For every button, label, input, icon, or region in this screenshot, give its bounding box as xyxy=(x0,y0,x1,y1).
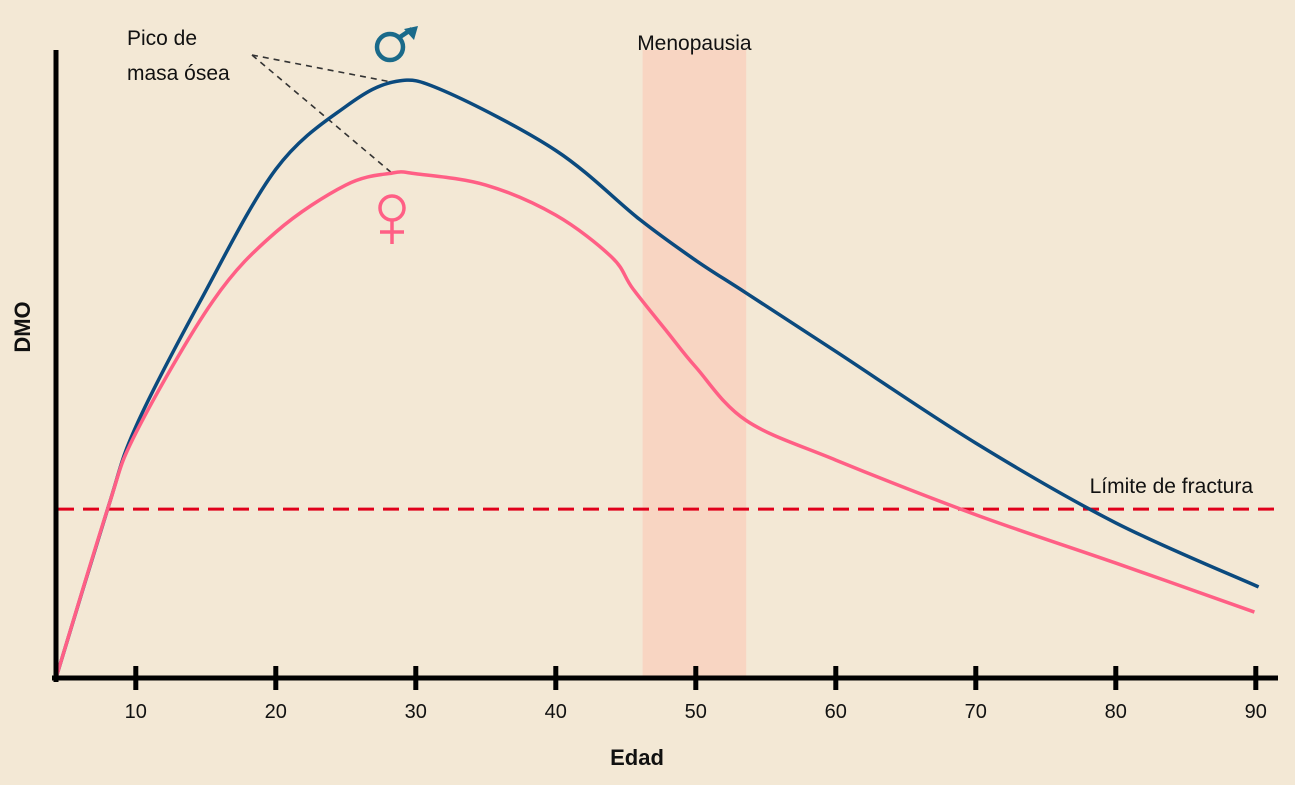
x-tick-label: 30 xyxy=(405,701,427,723)
series-male-line xyxy=(54,78,1260,679)
female-symbol-icon xyxy=(378,194,406,244)
menopause-label: Menopausia xyxy=(637,32,752,55)
annotation-line-male xyxy=(251,54,389,83)
fracture-limit-label: Límite de fractura xyxy=(1090,475,1254,498)
male-symbol-icon xyxy=(374,26,418,63)
annotation-text-line1: Pico de xyxy=(127,27,197,50)
x-tick-label: 90 xyxy=(1245,701,1267,723)
x-tick-label: 60 xyxy=(825,701,847,723)
x-tick-label: 80 xyxy=(1105,701,1127,723)
x-tick-label: 40 xyxy=(545,701,567,723)
annotation-line-female xyxy=(251,54,393,174)
y-axis-label: DMO xyxy=(10,301,35,352)
x-tick-label: 20 xyxy=(265,701,287,723)
x-axis-label: Edad xyxy=(610,745,664,770)
annotation-text-line2: masa ósea xyxy=(127,62,230,85)
x-tick-label: 70 xyxy=(965,701,987,723)
x-tick-label: 50 xyxy=(685,701,707,723)
x-tick-label: 10 xyxy=(125,701,147,723)
series-female-line xyxy=(54,170,1255,679)
